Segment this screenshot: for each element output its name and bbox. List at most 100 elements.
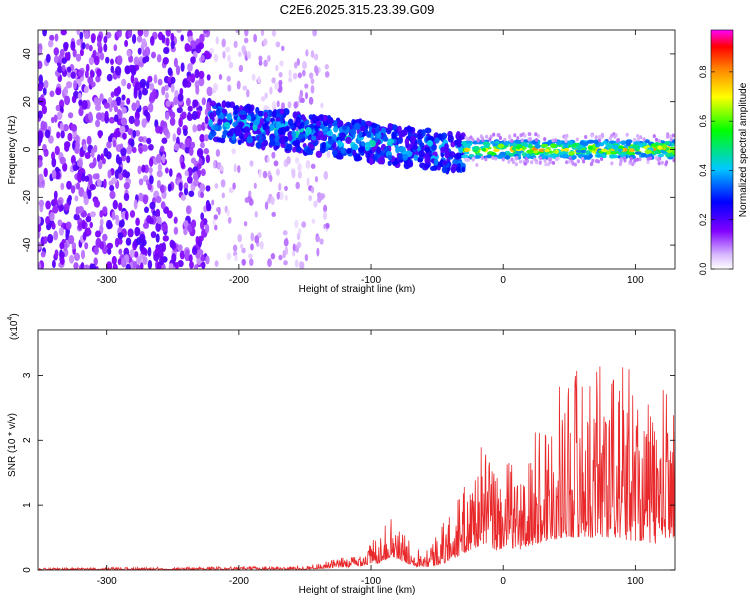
heatmap-cell [200, 141, 205, 149]
heatmap-cell [309, 72, 314, 79]
heatmap-cell [296, 145, 302, 153]
heatmap-cell [620, 140, 627, 146]
heatmap-cell [273, 140, 281, 147]
heatmap-cell [278, 191, 284, 201]
heatmap-cell [119, 143, 124, 150]
heatmap-cell [220, 179, 226, 188]
heatmap-cell [657, 139, 662, 143]
heatmap-cell [156, 54, 162, 63]
heatmap-cell [401, 129, 408, 136]
heatmap-cell [173, 143, 180, 151]
heatmap-cell [534, 132, 538, 137]
heatmap-cell [402, 153, 409, 161]
heatmap-cell [77, 222, 83, 230]
heatmap-cell [203, 30, 209, 34]
heatmap-cell [310, 186, 315, 194]
heatmap-cell [322, 211, 328, 220]
heatmap-cell [86, 227, 91, 236]
heatmap-cell [654, 137, 659, 142]
heatmap-cell [232, 182, 236, 190]
colorbar-tick-label: 0.0 [698, 263, 708, 276]
heatmap-cell [245, 103, 252, 111]
heatmap-cell [611, 154, 619, 159]
heatmap-cell [424, 162, 430, 169]
x-tick-label: -300 [97, 275, 117, 286]
heatmap-cell [527, 143, 533, 149]
heatmap-cell [248, 190, 252, 198]
heatmap-cell [497, 143, 505, 149]
heatmap-cell [657, 161, 661, 166]
heatmap-cell [49, 90, 55, 98]
heatmap-cell [112, 263, 118, 269]
heatmap-cell [124, 39, 129, 48]
heatmap-cell [71, 242, 77, 250]
heatmap-cell [67, 132, 73, 142]
heatmap-cell [271, 77, 276, 84]
colorbar-ticks: 0.0 0.2 0.4 0.6 0.8 [698, 66, 733, 276]
heatmap-cell [120, 218, 125, 228]
heatmap-cell [235, 30, 239, 34]
heatmap-cell [59, 251, 65, 259]
heatmap-cell [262, 170, 268, 179]
heatmap-cell [588, 153, 593, 159]
heatmap-cell [566, 140, 573, 145]
heatmap-cell [61, 57, 67, 64]
heatmap-cell [646, 160, 650, 165]
heatmap-cell [96, 178, 102, 187]
heatmap-cell [161, 34, 166, 44]
heatmap-cell [359, 119, 367, 128]
heatmap-cell [241, 247, 246, 254]
heatmap-cell [631, 162, 635, 167]
heatmap-cell [644, 149, 652, 155]
heatmap-cell [208, 119, 213, 127]
heatmap-cell [77, 69, 84, 78]
heatmap-cell [279, 136, 286, 145]
heatmap-cell [145, 80, 150, 90]
heatmap-cell [530, 160, 534, 165]
y-tick-label: 0 [22, 146, 33, 152]
heatmap-cell [121, 257, 127, 268]
heatmap-cell [304, 254, 309, 262]
heatmap-cell [112, 199, 118, 210]
heatmap-cell [38, 199, 45, 207]
heatmap-cell [94, 265, 99, 269]
heatmap-cell [81, 42, 86, 50]
heatmap-cell [447, 134, 454, 143]
heatmap-cell [97, 160, 103, 170]
heatmap-cell [65, 221, 72, 230]
heatmap-cell [59, 105, 64, 113]
heatmap-cell [148, 157, 154, 168]
heatmap-cell [38, 60, 43, 70]
heatmap-cell [186, 113, 194, 122]
heatmap-cell [111, 211, 116, 221]
heatmap-cell [520, 142, 528, 146]
heatmap-cell [188, 190, 195, 197]
heatmap-cell [564, 139, 568, 143]
heatmap-cell [584, 135, 588, 139]
heatmap-cell [140, 247, 147, 255]
heatmap-cell [117, 232, 124, 240]
heatmap-cell [150, 51, 157, 59]
heatmap-cell [263, 111, 268, 119]
heatmap-cell [287, 101, 292, 109]
heatmap-cell [529, 152, 536, 157]
heatmap-cell [77, 206, 84, 213]
heatmap-cell [188, 254, 193, 263]
heatmap-cell [49, 34, 55, 42]
heatmap-cell [105, 219, 113, 230]
heatmap-cell [147, 183, 152, 191]
heatmap-cell [257, 75, 261, 84]
heatmap-cell [143, 30, 149, 38]
heatmap-cell [128, 115, 135, 125]
heatmap-cell [567, 159, 571, 164]
heatmap-cell [183, 128, 188, 137]
heatmap-cell [107, 96, 113, 105]
heatmap-cell [169, 117, 176, 126]
heatmap-cell [149, 175, 154, 185]
heatmap-cell [190, 56, 196, 64]
heatmap-cell [107, 135, 113, 143]
heatmap-cell [89, 211, 96, 218]
heatmap-cell [546, 162, 551, 167]
heatmap-cell [183, 227, 188, 236]
heatmap-cell [99, 93, 104, 102]
